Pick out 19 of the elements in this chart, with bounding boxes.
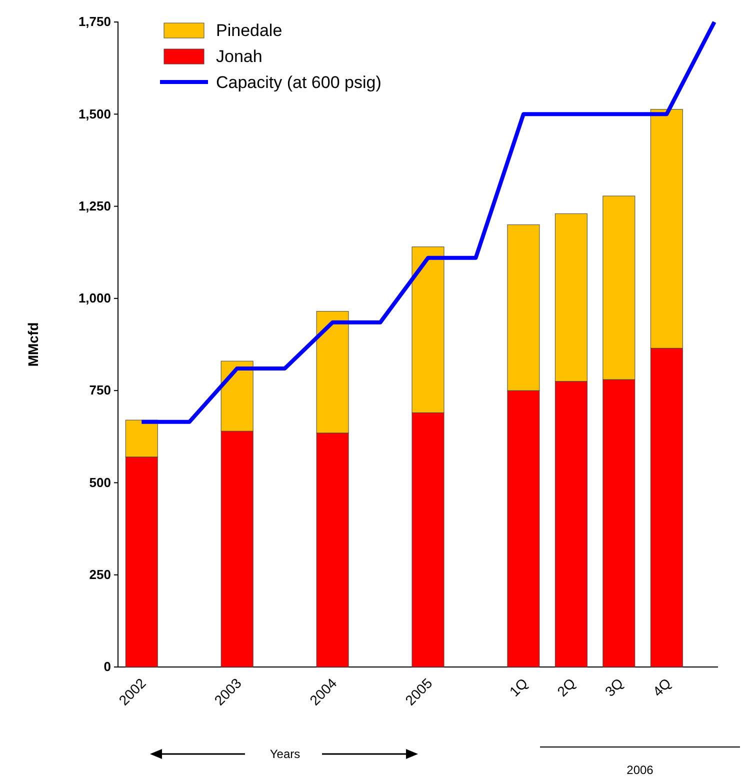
text: 2006: [626, 763, 654, 777]
legend-label: Capacity (at 600 psig): [216, 73, 382, 92]
x-tick-label: 2Q: [554, 674, 579, 700]
x-tick-label: 1Q: [506, 674, 531, 700]
legend-label: Pinedale: [216, 21, 282, 40]
y-tick-label: 250: [89, 567, 111, 582]
y-tick-label: 1,500: [78, 106, 111, 122]
x-tick-label: 3Q: [602, 674, 626, 700]
text: Years: [270, 747, 300, 761]
y-tick-label: 1,000: [78, 290, 111, 306]
y-tick-label: 0: [104, 659, 111, 674]
y-axis-title: MMcfd: [25, 322, 41, 367]
y-tick-label: 500: [89, 474, 111, 490]
legend-label: Jonah: [216, 47, 262, 66]
line-series: [140, 20, 716, 424]
y-tick-label: 1,750: [78, 14, 111, 30]
y-tick-label: 1,250: [78, 198, 111, 214]
x-tick-label: 4Q: [649, 674, 674, 700]
y-tick-label: 750: [89, 382, 111, 398]
